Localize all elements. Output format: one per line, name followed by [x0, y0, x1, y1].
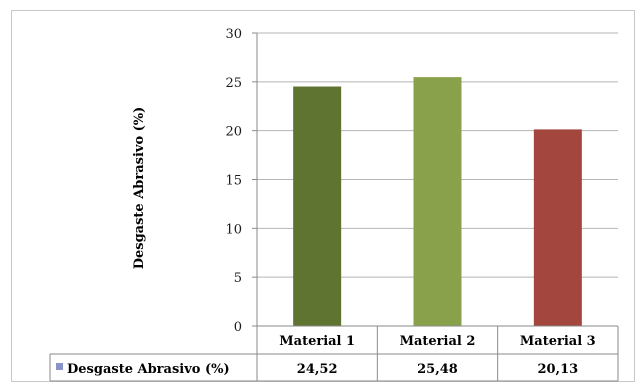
category-label: Material 1 — [279, 334, 355, 349]
y-tick-label: 10 — [225, 222, 242, 237]
legend-marker — [56, 363, 63, 370]
table-value-cell: 20,13 — [537, 362, 578, 377]
y-axis-title: Desgaste Abrasivo (%) — [132, 107, 147, 270]
bar-material-1 — [293, 86, 342, 326]
legend-series-label: Desgaste Abrasivo (%) — [67, 362, 230, 377]
y-tick-label: 0 — [234, 320, 242, 335]
bar-material-3 — [533, 129, 582, 326]
y-tick-label: 15 — [225, 174, 242, 189]
category-label: Material 3 — [520, 334, 596, 349]
y-tick-label: 25 — [225, 76, 242, 91]
bar-material-2 — [413, 77, 462, 327]
category-label: Material 2 — [400, 334, 476, 349]
table-value-cell: 24,52 — [297, 362, 338, 377]
table-value-cell: 25,48 — [417, 362, 458, 377]
y-tick-label: 5 — [234, 271, 242, 286]
y-tick-label: 30 — [225, 27, 242, 42]
y-tick-label: 20 — [225, 125, 242, 140]
